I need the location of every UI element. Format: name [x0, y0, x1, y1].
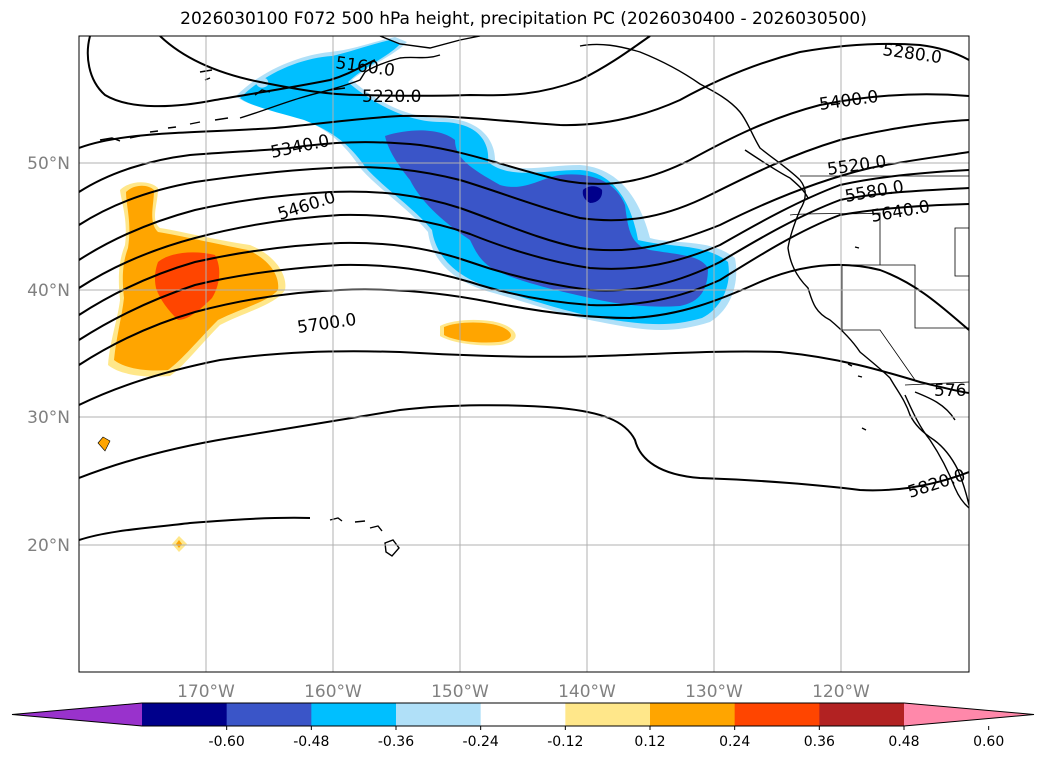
lon-label-160w: 160°W: [304, 682, 362, 702]
precip-spot-b-core: [176, 540, 182, 548]
contour-line: [79, 404, 969, 492]
colorbar-tick-label: 0.36: [804, 734, 835, 750]
contour-line: [79, 516, 311, 541]
contour-line: [79, 93, 969, 193]
contour-line: [79, 350, 969, 406]
border-us-mexico: [904, 381, 969, 386]
colorbar-tick-label: -0.60: [209, 734, 245, 750]
colorbar-segment: [565, 703, 651, 726]
colorbar-segment: [734, 703, 820, 726]
lon-axis: 170°W 160°W 150°W 140°W 130°W 120°W: [177, 682, 870, 702]
colorbar-tick-label: 0.60: [973, 734, 1004, 750]
colorbar-outline: [11, 702, 1035, 727]
colorbar-segment: [396, 703, 482, 726]
colorbar: -0.60 -0.48 -0.36 -0.24 -0.12 0.12 0.24 0.36 0.4…: [11, 702, 1035, 750]
precip-negative-strong: [385, 130, 708, 307]
colorbar-segment: [819, 703, 905, 726]
map-title: 2026030100 F072 500 hPa height, precipit…: [180, 9, 867, 29]
contour-line: [79, 187, 969, 316]
contour-line: [86, 36, 376, 108]
colorbar-segment: [480, 703, 566, 726]
map-frame: [78, 35, 970, 673]
lat-label-30: 30°N: [27, 408, 70, 428]
colorbar-tick-label: -0.36: [378, 734, 414, 750]
contour-line: [159, 36, 651, 97]
lon-label-130w: 130°W: [685, 682, 743, 702]
contour-line: [79, 203, 969, 341]
contour-label-5220: 5220.0: [362, 87, 421, 107]
precip-negative-extreme: [582, 186, 603, 203]
precip-shading: [97, 37, 737, 552]
colorbar-tick-label: -0.24: [463, 734, 499, 750]
coastlines: [99, 36, 969, 557]
contour-line: [79, 263, 969, 366]
lat-label-20: 20°N: [27, 536, 70, 556]
contour-label-5760: 576: [934, 381, 966, 401]
lon-label-120w: 120°W: [812, 682, 870, 702]
colorbar-extend-min: [12, 703, 142, 726]
contour-line: [79, 119, 969, 226]
coastline-north-america: [379, 36, 969, 506]
lat-axis: 50°N 40°N 30°N 20°N: [27, 154, 70, 556]
colorbar-extend-max: [904, 703, 1034, 726]
gridlines: [79, 36, 969, 672]
lat-label-40: 40°N: [27, 281, 70, 301]
lon-label-140w: 140°W: [558, 682, 616, 702]
precip-spot-a: [97, 436, 111, 452]
lon-label-150w: 150°W: [431, 682, 489, 702]
colorbar-tick-label: -0.12: [547, 734, 583, 750]
height-contours: [79, 36, 969, 541]
coastline-hawaii: [329, 517, 400, 557]
colorbar-segment: [650, 703, 736, 726]
colorbar-tick-label: -0.48: [293, 734, 329, 750]
colorbar-tick-label: 0.12: [634, 734, 665, 750]
coastline-vancouver: [744, 149, 809, 199]
lat-label-50: 50°N: [27, 154, 70, 174]
colorbar-tick-label: 0.24: [719, 734, 750, 750]
colorbar-segment: [226, 703, 312, 726]
colorbar-segment: [311, 703, 397, 726]
colorbar-segment: [142, 703, 228, 726]
lon-label-170w: 170°W: [177, 682, 235, 702]
precip-positive-patch: [444, 322, 511, 343]
coastline-islands: [847, 246, 867, 431]
colorbar-tick-label: 0.48: [888, 734, 919, 750]
contour-line: [79, 169, 969, 289]
contour-line: [79, 42, 969, 149]
